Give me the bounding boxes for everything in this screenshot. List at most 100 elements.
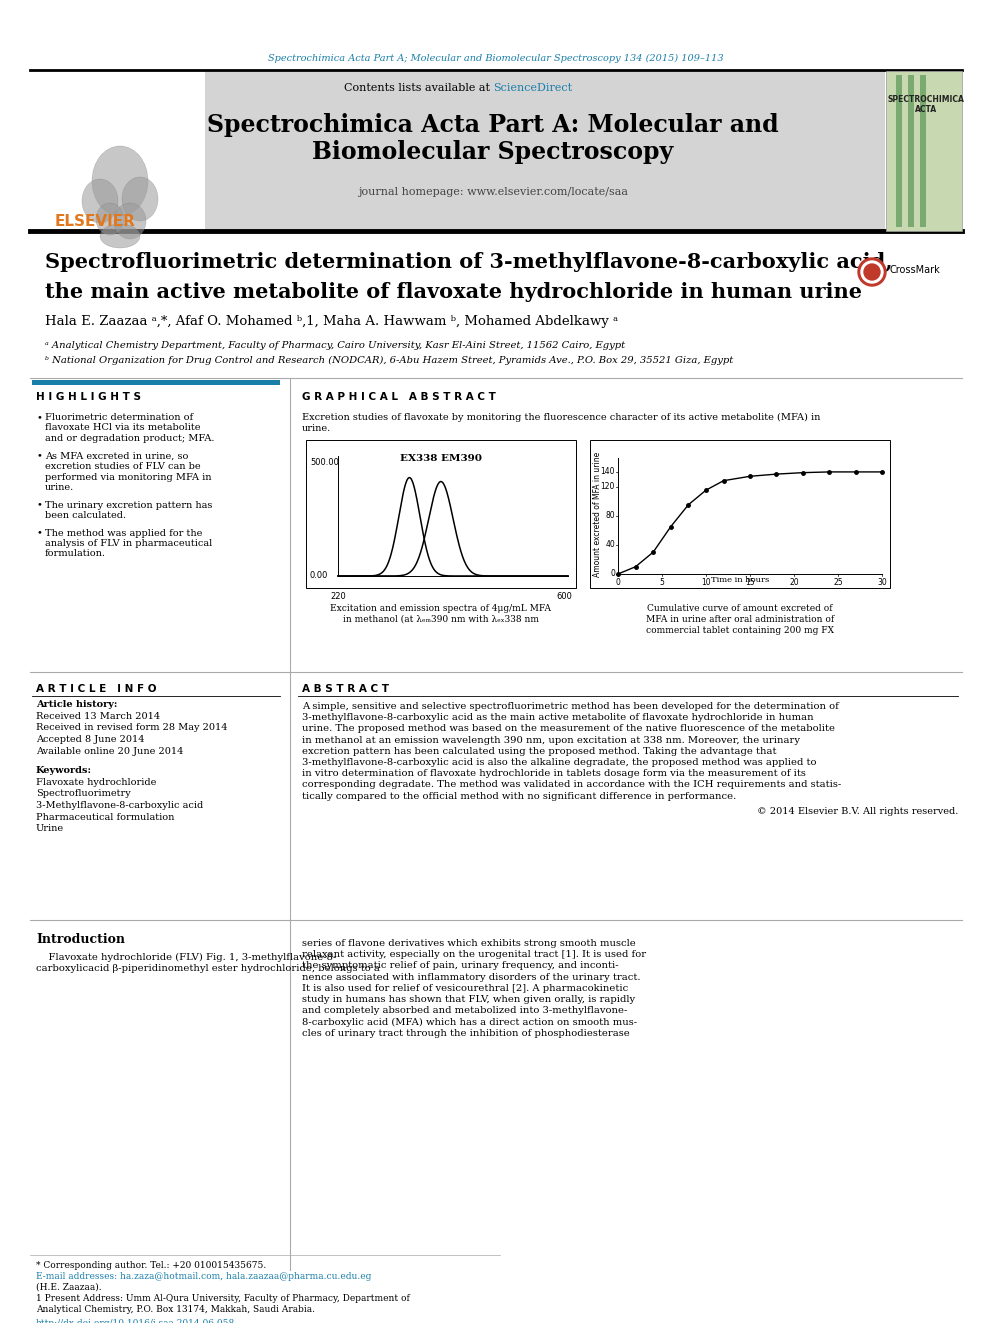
Text: Spectrochimica Acta Part A; Molecular and Biomolecular Spectroscopy 134 (2015) 1: Spectrochimica Acta Part A; Molecular an… xyxy=(268,53,724,62)
Text: 500.00: 500.00 xyxy=(310,458,339,467)
Text: journal homepage: www.elsevier.com/locate/saa: journal homepage: www.elsevier.com/locat… xyxy=(358,187,628,197)
Text: CrossMark: CrossMark xyxy=(890,265,940,275)
Text: 600: 600 xyxy=(557,591,572,601)
Circle shape xyxy=(858,258,886,286)
Text: Received 13 March 2014: Received 13 March 2014 xyxy=(36,712,160,721)
Text: Available online 20 June 2014: Available online 20 June 2014 xyxy=(36,746,184,755)
Text: Excitation and emission spectra of 4μg/mL MFA: Excitation and emission spectra of 4μg/m… xyxy=(330,605,552,613)
Circle shape xyxy=(861,261,883,283)
Ellipse shape xyxy=(122,177,158,221)
Text: A simple, sensitive and selective spectrofluorimetric method has been developed : A simple, sensitive and selective spectr… xyxy=(302,703,839,710)
Text: A R T I C L E   I N F O: A R T I C L E I N F O xyxy=(36,684,157,695)
Text: urine.: urine. xyxy=(45,483,74,492)
Text: 40: 40 xyxy=(605,540,615,549)
Ellipse shape xyxy=(82,179,118,224)
Text: G R A P H I C A L   A B S T R A C T: G R A P H I C A L A B S T R A C T xyxy=(302,392,496,402)
Text: Urine: Urine xyxy=(36,824,64,833)
Text: 0: 0 xyxy=(616,578,620,587)
Circle shape xyxy=(864,265,880,280)
Bar xyxy=(306,441,576,587)
Text: Keywords:: Keywords: xyxy=(36,766,92,775)
Text: 25: 25 xyxy=(833,578,843,587)
Text: 120: 120 xyxy=(600,482,615,491)
Ellipse shape xyxy=(96,202,124,235)
Text: 3-methylflavone-8-carboxylic acid is also the alkaline degradate, the proposed m: 3-methylflavone-8-carboxylic acid is als… xyxy=(302,758,816,767)
Text: 3-methylflavone-8-carboxylic acid as the main active metabolite of flavoxate hyd: 3-methylflavone-8-carboxylic acid as the… xyxy=(302,713,813,722)
Text: carboxylicacid β-piperidinomethyl ester hydrochloride, belongs to a: carboxylicacid β-piperidinomethyl ester … xyxy=(36,964,380,974)
Text: * Corresponding author. Tel.: +20 010015435675.: * Corresponding author. Tel.: +20 010015… xyxy=(36,1261,266,1270)
Text: analysis of FLV in pharmaceutical: analysis of FLV in pharmaceutical xyxy=(45,538,212,548)
Text: Analytical Chemistry, P.O. Box 13174, Makkah, Saudi Arabia.: Analytical Chemistry, P.O. Box 13174, Ma… xyxy=(36,1304,315,1314)
Text: Excretion studies of flavoxate by monitoring the fluorescence character of its a: Excretion studies of flavoxate by monito… xyxy=(302,413,820,422)
Text: SPECTROCHIMICA
ACTA: SPECTROCHIMICA ACTA xyxy=(888,95,964,114)
Text: 1 Present Address: Umm Al-Qura University, Faculty of Pharmacy, Department of: 1 Present Address: Umm Al-Qura Universit… xyxy=(36,1294,410,1303)
Text: excretion studies of FLV can be: excretion studies of FLV can be xyxy=(45,462,200,471)
Text: study in humans has shown that FLV, when given orally, is rapidly: study in humans has shown that FLV, when… xyxy=(302,995,635,1004)
Bar xyxy=(908,75,914,228)
Text: corresponding degradate. The method was validated in accordance with the ICH req: corresponding degradate. The method was … xyxy=(302,781,841,790)
Text: © 2014 Elsevier B.V. All rights reserved.: © 2014 Elsevier B.V. All rights reserved… xyxy=(757,807,958,816)
Text: 80: 80 xyxy=(605,511,615,520)
Text: E-mail addresses: ha.zaza@hotmail.com, hala.zaazaa@pharma.cu.edu.eg: E-mail addresses: ha.zaza@hotmail.com, h… xyxy=(36,1271,371,1281)
Text: •: • xyxy=(36,500,42,509)
Text: (H.E. Zaazaa).: (H.E. Zaazaa). xyxy=(36,1283,101,1293)
Ellipse shape xyxy=(114,202,146,239)
Text: series of flavone derivatives which exhibits strong smooth muscle: series of flavone derivatives which exhi… xyxy=(302,939,636,949)
Text: •: • xyxy=(36,528,42,537)
Text: 5: 5 xyxy=(660,578,665,587)
Text: 0.00: 0.00 xyxy=(310,572,328,579)
Text: ᵇ National Organization for Drug Control and Research (NODCAR), 6-Abu Hazem Stre: ᵇ National Organization for Drug Control… xyxy=(45,356,733,365)
Text: 220: 220 xyxy=(330,591,346,601)
Text: Pharmaceutical formulation: Pharmaceutical formulation xyxy=(36,812,175,822)
Text: Accepted 8 June 2014: Accepted 8 June 2014 xyxy=(36,736,145,744)
Text: Spectrofluorimetry: Spectrofluorimetry xyxy=(36,790,131,799)
Text: Flavoxate hydrochloride (FLV) Fig. 1, 3-methylflavone-8-: Flavoxate hydrochloride (FLV) Fig. 1, 3-… xyxy=(36,953,336,962)
Text: excretion pattern has been calculated using the proposed method. Taking the adva: excretion pattern has been calculated us… xyxy=(302,746,777,755)
Text: the symptomatic relief of pain, urinary frequency, and inconti-: the symptomatic relief of pain, urinary … xyxy=(302,962,619,970)
Text: and or degradation product; MFA.: and or degradation product; MFA. xyxy=(45,434,214,443)
Text: •: • xyxy=(36,413,42,422)
Text: ELSEVIER: ELSEVIER xyxy=(55,214,136,229)
Text: in methanol (at λₑₘ390 nm with λₑₓ338 nm: in methanol (at λₑₘ390 nm with λₑₓ338 nm xyxy=(343,615,539,624)
Text: urine. The proposed method was based on the measurement of the native fluorescen: urine. The proposed method was based on … xyxy=(302,725,835,733)
Text: and completely absorbed and metabolized into 3-methylflavone-: and completely absorbed and metabolized … xyxy=(302,1007,627,1015)
Text: MFA in urine after oral administration of: MFA in urine after oral administration o… xyxy=(646,615,834,624)
Text: ᵃ Analytical Chemistry Department, Faculty of Pharmacy, Cairo University, Kasr E: ᵃ Analytical Chemistry Department, Facul… xyxy=(45,340,625,349)
Bar xyxy=(32,380,280,385)
Text: relaxant activity, especially on the urogenital tract [1]. It is used for: relaxant activity, especially on the uro… xyxy=(302,950,646,959)
Text: been calculated.: been calculated. xyxy=(45,511,126,520)
Text: the main active metabolite of flavoxate hydrochloride in human urine: the main active metabolite of flavoxate … xyxy=(45,282,862,302)
Text: It is also used for relief of vesicourethral [2]. A pharmacokinetic: It is also used for relief of vesicouret… xyxy=(302,984,628,992)
Text: Spectrofluorimetric determination of 3-methylflavone-8-carboxylic acid,: Spectrofluorimetric determination of 3-m… xyxy=(45,251,893,273)
Text: The method was applied for the: The method was applied for the xyxy=(45,528,202,537)
Text: 140: 140 xyxy=(600,467,615,476)
Text: Flavoxate hydrochloride: Flavoxate hydrochloride xyxy=(36,778,157,787)
Text: As MFA excreted in urine, so: As MFA excreted in urine, so xyxy=(45,451,188,460)
Text: in methanol at an emission wavelength 390 nm, upon excitation at 338 nm. Moreove: in methanol at an emission wavelength 39… xyxy=(302,736,800,745)
Bar xyxy=(30,71,205,232)
Bar xyxy=(886,71,962,232)
Text: 10: 10 xyxy=(701,578,711,587)
Text: 3-Methylflavone-8-carboxylic acid: 3-Methylflavone-8-carboxylic acid xyxy=(36,800,203,810)
Text: 30: 30 xyxy=(877,578,887,587)
Text: Received in revised form 28 May 2014: Received in revised form 28 May 2014 xyxy=(36,724,227,733)
Text: Time in hours: Time in hours xyxy=(711,576,769,583)
Text: 15: 15 xyxy=(745,578,755,587)
Text: 8-carboxylic acid (MFA) which has a direct action on smooth mus-: 8-carboxylic acid (MFA) which has a dire… xyxy=(302,1017,637,1027)
Text: Article history:: Article history: xyxy=(36,700,117,709)
Text: tically compared to the official method with no significant difference in perfor: tically compared to the official method … xyxy=(302,791,736,800)
Ellipse shape xyxy=(92,146,148,216)
Bar xyxy=(590,441,890,587)
Text: A B S T R A C T: A B S T R A C T xyxy=(302,684,389,695)
Text: performed via monitoring MFA in: performed via monitoring MFA in xyxy=(45,472,211,482)
Text: H I G H L I G H T S: H I G H L I G H T S xyxy=(36,392,141,402)
Text: 0: 0 xyxy=(610,569,615,578)
Text: Spectrochimica Acta Part A: Molecular and: Spectrochimica Acta Part A: Molecular an… xyxy=(207,112,779,138)
Text: Fluorimetric determination of: Fluorimetric determination of xyxy=(45,413,193,422)
Text: Introduction: Introduction xyxy=(36,933,125,946)
Text: EX338 EM390: EX338 EM390 xyxy=(400,454,482,463)
Text: Contents lists available at: Contents lists available at xyxy=(343,83,493,93)
Text: •: • xyxy=(36,451,42,460)
Text: Amount excreted of MFA in urine: Amount excreted of MFA in urine xyxy=(593,451,602,577)
Text: formulation.: formulation. xyxy=(45,549,106,558)
